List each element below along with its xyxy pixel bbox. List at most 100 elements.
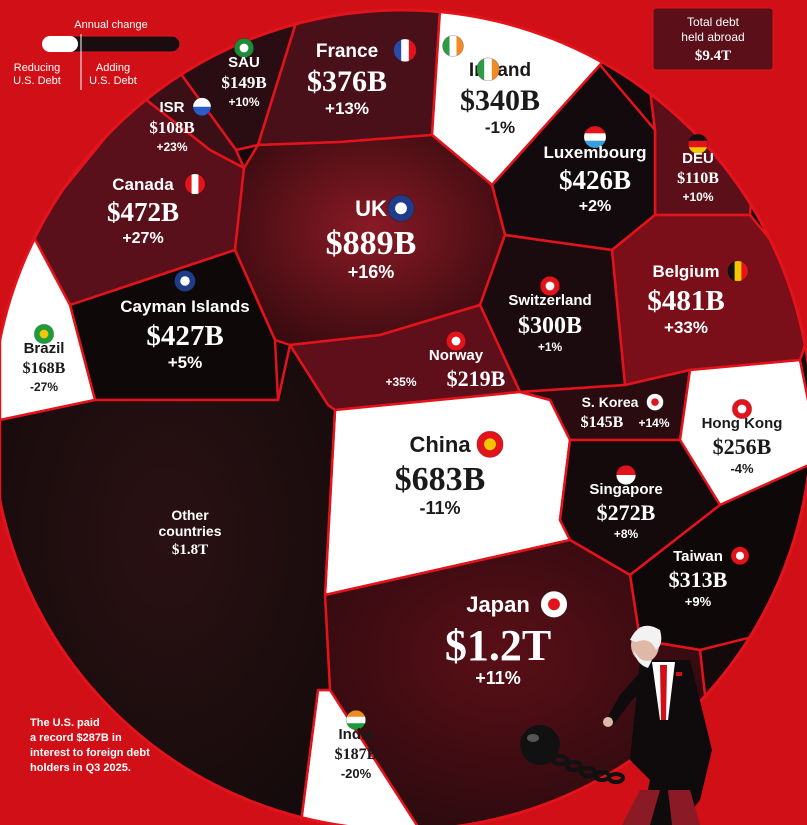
total-line-1: Total debt [687, 15, 740, 29]
note-line-2: a record $287B in [30, 732, 122, 744]
debt-value-france: $376B [307, 65, 387, 98]
hongkong-flag-icon [731, 398, 753, 420]
country-name-other-countries-2: countries [158, 523, 221, 539]
cell-labels: France $376B+13% Ireland$340B-1% SAU $149B +1… [23, 35, 783, 781]
debt-value-india: $187B [335, 746, 378, 763]
debt-value-other-countries: $1.8T [172, 542, 208, 558]
country-name-france: France [316, 41, 378, 62]
taiwan-flag-icon [730, 546, 750, 566]
country-name-deu: DEU [682, 150, 714, 167]
debt-value-cayman-islands: $427B [146, 320, 223, 352]
legend-reducing-label-2: U.S. Debt [13, 75, 61, 87]
debt-value-isr: $108B [149, 118, 194, 137]
debt-value-belgium: $481B [647, 285, 724, 317]
country-name-india: India [338, 726, 374, 743]
legend-title: Annual change [74, 19, 147, 31]
luxembourg-flag-icon [583, 125, 607, 149]
note-line-1: The U.S. paid [30, 717, 100, 729]
change-india: -20% [341, 766, 372, 781]
debt-value-luxembourg: $426B [559, 165, 631, 195]
change-brazil: -27% [30, 380, 58, 394]
country-name-belgium: Belgium [652, 262, 719, 281]
uk-flag-icon [387, 194, 415, 222]
change-isr: +23% [156, 140, 187, 154]
note-line-3: interest to foreign debt [30, 747, 150, 759]
label-japan: Japan $1.2T+11% [445, 590, 568, 688]
germany-flag-icon [687, 133, 709, 155]
label-isr: ISR $108B +23% [149, 97, 212, 154]
country-name-japan: Japan [466, 592, 530, 617]
change-norway: +35% [385, 375, 416, 389]
label-luxembourg: Luxembourg $426B +2% [544, 125, 647, 215]
change-uk: +16% [348, 262, 395, 282]
debt-value-china: $683B [395, 461, 486, 498]
label-taiwan: Taiwan $313B +9% [669, 546, 750, 609]
debt-value-s-korea: $145B [581, 414, 624, 431]
legend-reducing-label-1: Reducing [14, 62, 60, 74]
label-brazil: Brazil $168B -27% [23, 323, 66, 394]
country-name-s-korea: S. Korea [582, 394, 639, 410]
debt-value-brazil: $168B [23, 360, 66, 377]
legend: Annual change Reducing U.S. Debt Adding … [13, 19, 181, 90]
chain-icon [551, 754, 625, 784]
change-china: -11% [419, 498, 460, 518]
cayman-flag-icon [174, 270, 196, 292]
ireland-flag-icon [476, 57, 500, 82]
label-singapore: Singapore $272B +8% [589, 464, 663, 541]
change-cayman-islands: +5% [168, 353, 203, 372]
change-sau: +10% [228, 95, 259, 109]
change-luxembourg: +2% [579, 198, 611, 215]
total-value: $9.4T [695, 48, 731, 64]
change-singapore: +8% [614, 527, 639, 541]
country-name-norway: Norway [429, 347, 484, 364]
korea-flag-icon [646, 393, 664, 411]
label-s-korea: S. Korea $145B +14% [581, 393, 670, 431]
country-name-brazil: Brazil [24, 340, 65, 357]
change-japan: +11% [475, 668, 521, 688]
debt-value-ireland: $340B [460, 84, 540, 117]
label-uk: UK $889B+16% [326, 194, 417, 282]
switzerland-flag-icon [539, 275, 561, 297]
change-belgium: +33% [664, 318, 708, 337]
country-name-other-countries-1: Other [171, 507, 209, 523]
country-name-singapore: Singapore [589, 481, 662, 498]
debt-value-deu: $110B [677, 170, 719, 187]
change-s-korea: +14% [638, 416, 669, 430]
note-line-4: holders in Q3 2025. [30, 762, 131, 774]
debt-value-switzerland: $300B [518, 313, 582, 339]
country-name-uk: UK [355, 196, 387, 221]
debt-value-hong-kong: $256B [713, 434, 772, 459]
ball-icon [520, 725, 560, 765]
france-flag-icon [393, 38, 417, 63]
canada-flag-icon [184, 173, 206, 195]
debt-value-sau: $149B [221, 73, 266, 92]
country-name-hong-kong: Hong Kong [702, 415, 783, 432]
china-flag-icon [476, 430, 504, 458]
label-norway: Norway $219B +35% [385, 330, 506, 391]
label-france: France $376B+13% [307, 38, 417, 118]
chart-circle-outline [0, 8, 807, 825]
debt-value-uk: $889B [326, 225, 417, 262]
label-india: India $187B -20% [335, 709, 378, 781]
label-switzerland: Switzerland $300B+1% [508, 275, 592, 354]
label-china: China $683B-11% [395, 430, 504, 518]
label-sau: SAU $149B +10% [221, 37, 267, 109]
change-switzerland: +1% [538, 340, 563, 354]
saudi-flag-icon [233, 37, 255, 59]
change-ireland: -1% [485, 118, 515, 137]
ireland-flag-icon [442, 35, 464, 57]
country-name-sau: SAU [228, 54, 260, 71]
debt-value-canada: $472B [107, 197, 179, 227]
interest-note: The U.S. paid a record $287B in interest… [30, 717, 150, 774]
country-name-china: China [409, 432, 471, 457]
country-name-luxembourg: Luxembourg [544, 143, 647, 162]
debt-value-japan: $1.2T [445, 621, 551, 670]
total-debt-box: Total debt held abroad $9.4T [652, 7, 774, 71]
change-deu: +10% [682, 190, 713, 204]
country-name-canada: Canada [112, 175, 174, 194]
belgium-flag-icon [727, 260, 749, 282]
change-canada: +27% [122, 230, 163, 247]
legend-adding-label-2: U.S. Debt [89, 75, 137, 87]
